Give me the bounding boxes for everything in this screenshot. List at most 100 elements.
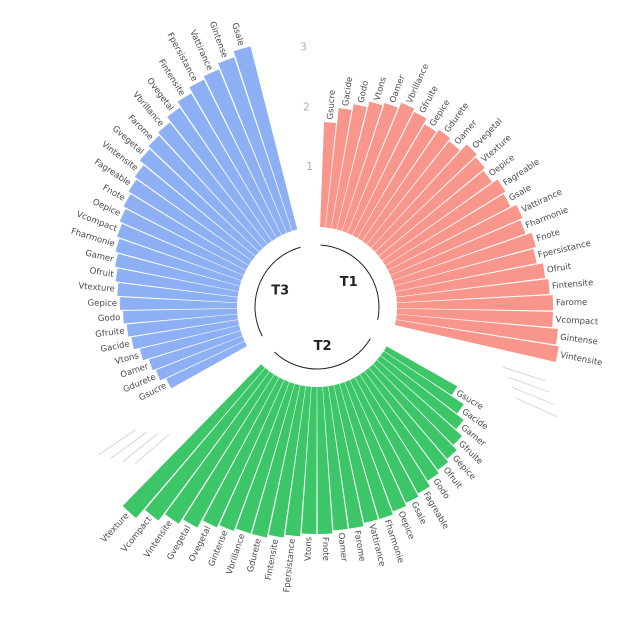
bar-T2-Oepice — [344, 380, 407, 512]
bar-label-T3-Vtexture: Vtexture — [78, 281, 115, 294]
gap-divider — [502, 366, 546, 382]
bar-T2-Fnote — [317, 386, 333, 534]
bar-T1-Gintense — [396, 314, 558, 345]
bar-label-T3-Gacide: Gacide — [100, 339, 131, 354]
bar-label-T1-Gintense: Gintense — [559, 333, 598, 348]
bar-label-T2-Oamer: Oamer — [336, 532, 349, 562]
bar-T2-Gepice — [369, 364, 457, 459]
bar-T3-Farome — [148, 135, 263, 252]
bar-T2-Gdurete — [251, 383, 300, 538]
bar-T3-Oepice — [119, 208, 246, 276]
bar-T2-Vattirance — [334, 383, 378, 523]
bar-label-T1-Godo: Godo — [357, 80, 371, 104]
bar-T3-Vtexture — [117, 282, 238, 303]
bar-T2-Gvegetal — [183, 374, 279, 528]
bar-label-T3-Gintense: Gintense — [207, 20, 230, 59]
bar-T2-Gacide — [380, 351, 464, 414]
bar-T1-Gsale — [385, 194, 511, 271]
bar-T3-Fagreable — [128, 179, 252, 266]
group-label-T1: T1 — [340, 275, 358, 290]
bar-T1-Fpersistance — [394, 248, 537, 292]
bar-label-T2-Farome: Farome — [351, 530, 366, 563]
bar-T3-Fnote — [123, 194, 249, 271]
bar-label-T3-Gepice: Gepice — [87, 298, 117, 309]
bar-label-T1-Fnote: Fnote — [535, 228, 561, 245]
y-tick-3: 3 — [300, 40, 307, 53]
bar-T1-Vbrillance — [347, 102, 415, 236]
gap-divider — [122, 433, 159, 462]
bar-T3-Gvegetal — [139, 149, 259, 257]
bar-T2-Fintensite — [268, 385, 306, 538]
gap-divider — [515, 397, 558, 418]
bar-T3-Ofruit — [115, 268, 239, 297]
bar-label-T2-Vbrillance: Vbrillance — [225, 533, 248, 576]
bar-label-T2-Fnote: Fnote — [320, 537, 331, 561]
bar-label-T2-Vtons: Vtons — [304, 536, 315, 561]
bar-T1-Godo — [331, 104, 367, 230]
group-arc-T3 — [254, 246, 301, 337]
bar-T1-Vtons — [336, 101, 383, 231]
bar-label-T2-Fpersistance: Fpersistance — [282, 538, 298, 593]
bar-T3-Gepice — [120, 297, 238, 310]
bar-T1-Farome — [396, 295, 553, 311]
bar-T1-Vtexture — [375, 157, 485, 257]
bar-T1-Ofruit — [395, 263, 546, 297]
bar-T2-Fagreable — [355, 374, 430, 494]
bar-T1-Gsucre — [320, 122, 337, 228]
bar-T2-Farome — [328, 385, 364, 529]
gap-divider — [134, 433, 170, 465]
group-arc-T2 — [274, 338, 371, 370]
bar-T2-Vbrillance — [236, 382, 295, 534]
bar-T1-Fagreable — [382, 179, 506, 266]
bar-label-T3-Gsale: Gsale — [229, 22, 245, 48]
bar-T3-Oamer — [149, 330, 243, 371]
gap-divider — [98, 429, 136, 456]
group-label-T3: T3 — [271, 284, 289, 299]
bar-T3-Fharmonie — [115, 238, 242, 286]
bar-T3-Vintensite — [134, 165, 256, 261]
bar-T2-Gsucre — [383, 346, 458, 396]
bar-label-T2-Vattirance: Vattirance — [366, 523, 386, 568]
bar-T3-Gsale — [233, 46, 298, 231]
bar-T1-Fnote — [392, 232, 536, 286]
bar-T3-Vcompact — [117, 223, 244, 281]
bar-label-T2-Gdurete: Gdurete — [246, 538, 264, 574]
y-tick-2: 2 — [303, 100, 310, 113]
bar-T1-Fharmonie — [390, 220, 526, 281]
bar-T1-Oamer — [366, 141, 460, 248]
bar-label-T3-Ofruit: Ofruit — [89, 266, 115, 280]
bar-T1-Oamer — [342, 102, 398, 233]
bar-label-T1-Vintensite: Vintensite — [559, 350, 603, 368]
bar-T1-Gdurete — [362, 129, 451, 245]
bar-T1-Gacide — [325, 108, 352, 229]
group-label-T2: T2 — [314, 339, 332, 354]
bar-T1-Vintensite — [394, 319, 559, 363]
bar-T2-Ofruit — [364, 368, 449, 471]
bar-label-T1-Vtons: Vtons — [373, 76, 389, 103]
bar-T3-Gdurete — [155, 336, 245, 381]
bar-T2-Gsale — [350, 377, 419, 503]
bar-T1-Ovegetal — [371, 144, 477, 252]
bar-T3-Gfruite — [126, 314, 238, 337]
bar-label-T1-Vcompact: Vcompact — [555, 315, 599, 327]
bar-T1-Gfruite — [352, 111, 427, 238]
bar-T2-Gintense — [219, 380, 290, 532]
bar-T1-Vattirance — [388, 204, 523, 276]
bar-T3-Godo — [123, 308, 238, 324]
bar-T3-Fpersistance — [189, 79, 282, 238]
bar-label-T1-Gacide: Gacide — [341, 76, 355, 107]
bar-T3-Gacide — [131, 319, 240, 350]
bar-T1-Oepice — [378, 170, 492, 261]
bar-T2-Fharmonie — [339, 382, 393, 520]
bar-T2-Ovegetal — [202, 377, 284, 528]
bar-T1-Gepice — [357, 124, 437, 241]
bar-T3-Vtons — [139, 325, 241, 361]
bar-T1-Vcompact — [396, 308, 553, 328]
bar-T1-Fintensite — [396, 278, 550, 303]
bar-T3-Gintense — [218, 57, 292, 233]
bar-label-T1-Gsucre: Gsucre — [326, 90, 338, 120]
bar-label-T1-Farome: Farome — [556, 298, 588, 309]
bar-T3-Fintensite — [177, 93, 277, 241]
gap-divider — [507, 376, 551, 393]
